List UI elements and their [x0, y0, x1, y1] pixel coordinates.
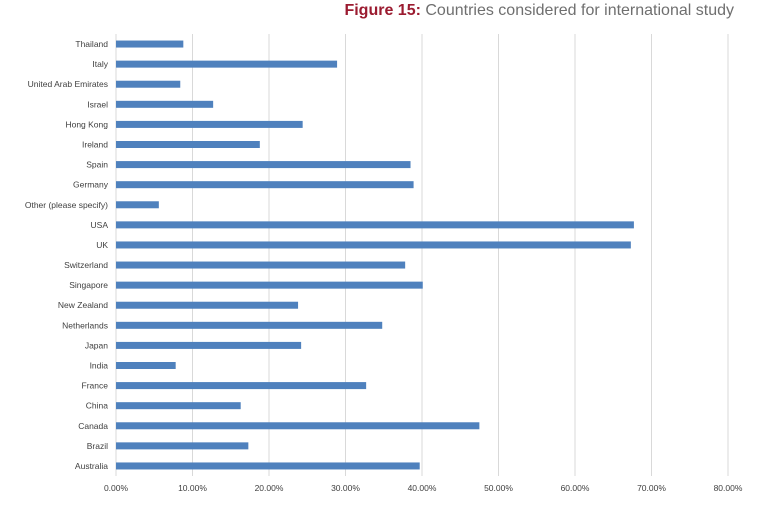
bar	[116, 442, 249, 450]
bar	[116, 100, 214, 108]
bar	[116, 120, 303, 128]
x-tick-label: 30.00%	[331, 483, 360, 493]
x-tick-label: 0.00%	[104, 483, 129, 493]
bar	[116, 321, 383, 329]
bar	[116, 161, 411, 169]
bar	[116, 402, 241, 410]
category-label: Netherlands	[62, 320, 108, 330]
category-label: China	[86, 401, 108, 411]
x-tick-label: 60.00%	[561, 483, 590, 493]
bar	[116, 261, 406, 269]
category-label: Canada	[78, 421, 108, 431]
category-label: Singapore	[69, 280, 108, 290]
x-tick-label: 50.00%	[484, 483, 513, 493]
bar	[116, 181, 414, 189]
figure-title: Figure 15: Countries considered for inte…	[344, 2, 734, 20]
figure-number: Figure 15:	[344, 2, 421, 19]
category-label: India	[90, 361, 109, 371]
bars	[116, 40, 634, 470]
category-label: Israel	[87, 99, 108, 109]
bar	[116, 201, 159, 209]
bar	[116, 221, 634, 229]
category-label: UK	[96, 240, 108, 250]
category-labels: Thailand Italy United Arab Emirates Israel H…	[25, 39, 109, 471]
category-label: France	[82, 381, 109, 391]
bar	[116, 382, 367, 390]
x-tick-labels: 0.00% 10.00% 20.00% 30.00% 40.00% 50.00% 60.00…	[104, 483, 743, 493]
gridlines	[115, 34, 729, 476]
bar	[116, 60, 338, 68]
category-label: Hong Kong	[65, 119, 108, 129]
category-label: Japan	[85, 340, 108, 350]
x-tick-label: 70.00%	[637, 483, 666, 493]
x-tick-label: 10.00%	[178, 483, 207, 493]
x-tick-label: 40.00%	[408, 483, 437, 493]
bar	[116, 462, 420, 470]
x-tick-label: 20.00%	[255, 483, 284, 493]
category-label: Ireland	[82, 140, 108, 150]
category-label: Switzerland	[64, 260, 108, 270]
bar	[116, 241, 631, 249]
category-label: Italy	[92, 59, 108, 69]
category-label: United Arab Emirates	[28, 79, 108, 89]
bar	[116, 362, 176, 369]
category-label: Other (please specify)	[25, 200, 108, 210]
category-label: Spain	[86, 160, 108, 170]
category-label: Thailand	[75, 39, 108, 49]
category-label: USA	[91, 220, 109, 230]
category-label: Germany	[73, 180, 109, 190]
bar	[116, 80, 181, 88]
bar	[116, 281, 423, 289]
category-label: New Zealand	[58, 300, 108, 310]
bar	[116, 40, 184, 48]
bar	[116, 341, 302, 349]
bar	[116, 301, 299, 309]
figure-caption: Countries considered for international s…	[425, 2, 734, 19]
bar	[116, 141, 260, 148]
bar	[116, 422, 480, 430]
category-label: Australia	[75, 461, 108, 471]
category-label: Brazil	[87, 441, 108, 451]
x-tick-label: 80.00%	[714, 483, 743, 493]
